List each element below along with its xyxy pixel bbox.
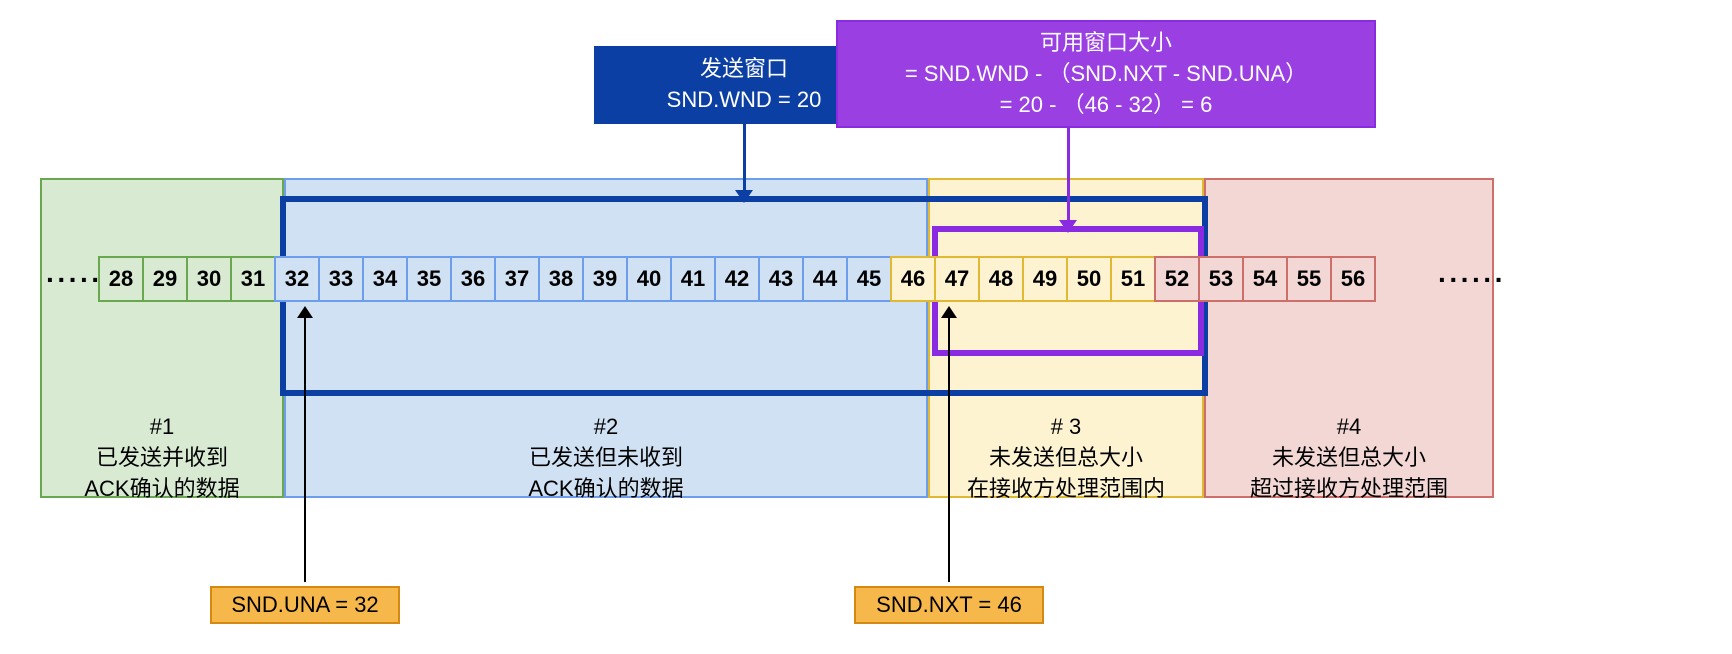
seq-cell-39: 39: [582, 256, 628, 302]
tcp-window-diagram: #1已发送并收到ACK确认的数据#2已发送但未收到ACK确认的数据# 3未发送但…: [0, 0, 1732, 654]
usable-window-l3: = 20 - （46 - 32） = 6: [850, 90, 1362, 121]
region-1-line2: ACK确认的数据: [42, 474, 282, 505]
region-3-label: # 3未发送但总大小在接收方处理范围内: [930, 412, 1202, 504]
seq-cell-40: 40: [626, 256, 672, 302]
seq-cell-36: 36: [450, 256, 496, 302]
seq-cell-35: 35: [406, 256, 452, 302]
region-4: #4未发送但总大小超过接收方处理范围: [1204, 178, 1494, 498]
region-1-line1: 已发送并收到: [42, 443, 282, 474]
seq-cell-45: 45: [846, 256, 892, 302]
seq-cell-47: 47: [934, 256, 980, 302]
arrow-head-up: [297, 306, 313, 318]
seq-cell-53: 53: [1198, 256, 1244, 302]
region-2-line1: 已发送但未收到: [286, 443, 926, 474]
seq-cell-28: 28: [98, 256, 144, 302]
seq-cell-44: 44: [802, 256, 848, 302]
region-4-title: #4: [1206, 412, 1492, 443]
region-3-line2: 在接收方处理范围内: [930, 474, 1202, 505]
seq-cell-31: 31: [230, 256, 276, 302]
ellipsis-right: ······: [1438, 264, 1506, 296]
region-2-line2: ACK确认的数据: [286, 474, 926, 505]
region-4-line2: 超过接收方处理范围: [1206, 474, 1492, 505]
seq-cell-41: 41: [670, 256, 716, 302]
arrow-head-down: [1059, 220, 1077, 233]
arrow-head-up: [941, 306, 957, 318]
seq-cell-51: 51: [1110, 256, 1156, 302]
seq-cell-34: 34: [362, 256, 408, 302]
region-1: #1已发送并收到ACK确认的数据: [40, 178, 284, 498]
seq-cell-54: 54: [1242, 256, 1288, 302]
region-3-line1: 未发送但总大小: [930, 443, 1202, 474]
arrow-line: [948, 316, 950, 582]
snd-una-badge: SND.UNA = 32: [210, 586, 400, 624]
arrow-line: [743, 120, 746, 192]
usable-window-l1: 可用窗口大小: [850, 28, 1362, 59]
seq-cell-32: 32: [274, 256, 320, 302]
arrow-line: [304, 316, 306, 582]
region-3-title: # 3: [930, 412, 1202, 443]
seq-cell-33: 33: [318, 256, 364, 302]
region-4-line1: 未发送但总大小: [1206, 443, 1492, 474]
region-1-title: #1: [42, 412, 282, 443]
usable-window-l2: = SND.WND - （SND.NXT - SND.UNA）: [850, 59, 1362, 90]
seq-cell-49: 49: [1022, 256, 1068, 302]
seq-cell-56: 56: [1330, 256, 1376, 302]
usable-window-label: 可用窗口大小= SND.WND - （SND.NXT - SND.UNA）= 2…: [836, 20, 1376, 128]
seq-cell-48: 48: [978, 256, 1024, 302]
seq-cell-30: 30: [186, 256, 232, 302]
seq-cell-52: 52: [1154, 256, 1200, 302]
region-1-label: #1已发送并收到ACK确认的数据: [42, 412, 282, 504]
seq-cell-46: 46: [890, 256, 936, 302]
region-2-title: #2: [286, 412, 926, 443]
seq-cell-37: 37: [494, 256, 540, 302]
sequence-cells: 2829303132333435363738394041424344454647…: [98, 256, 1376, 302]
arrow-line: [1067, 128, 1070, 222]
seq-cell-38: 38: [538, 256, 584, 302]
region-4-label: #4未发送但总大小超过接收方处理范围: [1206, 412, 1492, 504]
seq-cell-42: 42: [714, 256, 760, 302]
region-2-label: #2已发送但未收到ACK确认的数据: [286, 412, 926, 504]
seq-cell-55: 55: [1286, 256, 1332, 302]
arrow-head-down: [735, 190, 753, 203]
seq-cell-29: 29: [142, 256, 188, 302]
seq-cell-43: 43: [758, 256, 804, 302]
seq-cell-50: 50: [1066, 256, 1112, 302]
snd-nxt-badge: SND.NXT = 46: [854, 586, 1044, 624]
